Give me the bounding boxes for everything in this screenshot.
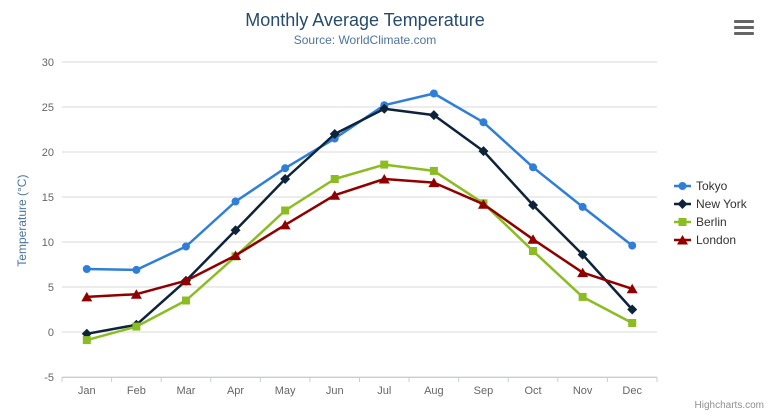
y-axis-tick-label: 15 <box>42 192 54 204</box>
data-point-tokyo[interactable] <box>628 241 637 250</box>
data-point-tokyo[interactable] <box>578 202 587 211</box>
data-point-berlin[interactable] <box>281 206 290 215</box>
chart-subtitle: Source: WorldClimate.com <box>293 33 437 47</box>
y-axis-tick-label: 30 <box>42 57 54 69</box>
data-point-new-york[interactable] <box>230 225 241 236</box>
data-point-tokyo[interactable] <box>479 118 488 127</box>
data-point-berlin[interactable] <box>628 319 637 327</box>
x-axis-tick-label: Mar <box>176 385 195 397</box>
legend-item-new-york[interactable]: New York <box>674 195 747 213</box>
legend-marker-shape-london <box>677 235 688 245</box>
data-point-new-york[interactable] <box>577 249 588 260</box>
legend-label: London <box>696 233 737 247</box>
x-axis-tick-label: Jan <box>78 385 96 397</box>
data-point-berlin[interactable] <box>578 292 587 301</box>
x-axis-tick-label: May <box>275 385 296 397</box>
data-point-new-york[interactable] <box>379 103 390 114</box>
data-point-london[interactable] <box>626 283 638 294</box>
data-point-london[interactable] <box>279 219 291 230</box>
legend-item-tokyo[interactable]: Tokyo <box>674 177 747 195</box>
data-point-london[interactable] <box>230 250 242 261</box>
series-london <box>81 174 638 302</box>
data-point-london[interactable] <box>378 174 390 184</box>
data-point-tokyo[interactable] <box>281 164 290 173</box>
x-axis-tick-label: Jun <box>326 385 344 397</box>
x-axis-tick-label: Dec <box>622 385 642 397</box>
y-axis-tick-label: 5 <box>48 282 54 294</box>
chart-title: Monthly Average Temperature <box>245 10 485 30</box>
series-tokyo <box>82 89 637 274</box>
legend-item-berlin[interactable]: Berlin <box>674 213 747 231</box>
data-point-tokyo[interactable] <box>529 163 538 172</box>
data-point-new-york[interactable] <box>478 146 489 157</box>
data-point-tokyo[interactable] <box>132 265 141 274</box>
data-point-berlin[interactable] <box>181 296 190 305</box>
legend-label: Berlin <box>696 215 727 229</box>
legend-marker-new-york <box>674 199 691 209</box>
data-point-berlin[interactable] <box>82 336 91 345</box>
data-point-berlin[interactable] <box>429 166 438 175</box>
data-point-new-york[interactable] <box>528 200 539 211</box>
data-point-tokyo[interactable] <box>82 265 91 273</box>
legend-marker-berlin <box>674 218 691 226</box>
legend-marker-london <box>674 235 691 245</box>
y-axis-tick-label: -5 <box>44 372 54 384</box>
x-axis-tick-label: Apr <box>227 385 244 397</box>
data-point-london[interactable] <box>477 199 489 209</box>
series-line-berlin[interactable] <box>85 163 634 342</box>
x-axis-tick-label: Jul <box>377 385 391 397</box>
data-point-tokyo[interactable] <box>181 242 190 251</box>
series-line-london[interactable] <box>85 177 634 299</box>
hamburger-icon <box>734 20 754 35</box>
x-axis-tick-label: Aug <box>424 385 444 397</box>
data-point-berlin[interactable] <box>132 322 141 331</box>
legend-marker-tokyo <box>674 182 691 190</box>
series-new-york <box>81 103 638 339</box>
series-line-new-york[interactable] <box>85 107 634 336</box>
data-point-new-york[interactable] <box>428 110 439 121</box>
legend-label: New York <box>696 197 747 211</box>
series-line-tokyo[interactable] <box>85 92 634 272</box>
y-axis-tick-label: 25 <box>42 102 54 114</box>
legend-label: Tokyo <box>696 179 728 193</box>
credits-link[interactable]: Highcharts.com <box>694 400 764 411</box>
data-point-london[interactable] <box>527 234 539 244</box>
x-axis-tick-label: Feb <box>127 385 146 397</box>
legend-marker-shape-tokyo <box>678 182 687 190</box>
data-point-berlin[interactable] <box>330 175 339 183</box>
data-point-london[interactable] <box>428 177 440 188</box>
y-axis-tick-label: 0 <box>48 327 54 339</box>
legend-marker-shape-new-york <box>677 199 688 209</box>
data-point-london[interactable] <box>577 267 589 278</box>
y-axis-tick-label: 10 <box>42 237 54 249</box>
legend: Tokyo New York Berlin London <box>674 177 747 249</box>
data-point-london[interactable] <box>130 289 142 299</box>
legend-item-london[interactable]: London <box>674 231 747 249</box>
data-point-tokyo[interactable] <box>231 197 240 206</box>
y-axis-tick-label: 20 <box>42 147 54 159</box>
x-axis-tick-label: Oct <box>524 385 541 397</box>
x-axis-tick-label: Nov <box>573 385 593 397</box>
data-point-new-york[interactable] <box>627 304 638 315</box>
data-point-berlin[interactable] <box>380 160 389 169</box>
data-point-london[interactable] <box>180 275 192 286</box>
legend-marker-shape-berlin <box>678 218 687 226</box>
y-axis-title: Temperature (°C) <box>15 174 29 267</box>
data-point-london[interactable] <box>81 291 93 302</box>
data-point-new-york[interactable] <box>280 174 291 184</box>
data-point-new-york[interactable] <box>329 129 340 139</box>
x-axis-tick-label: Sep <box>474 385 494 397</box>
export-menu-button[interactable] <box>731 17 757 39</box>
data-point-london[interactable] <box>329 190 341 200</box>
data-point-tokyo[interactable] <box>429 89 438 98</box>
data-point-berlin[interactable] <box>529 247 538 255</box>
